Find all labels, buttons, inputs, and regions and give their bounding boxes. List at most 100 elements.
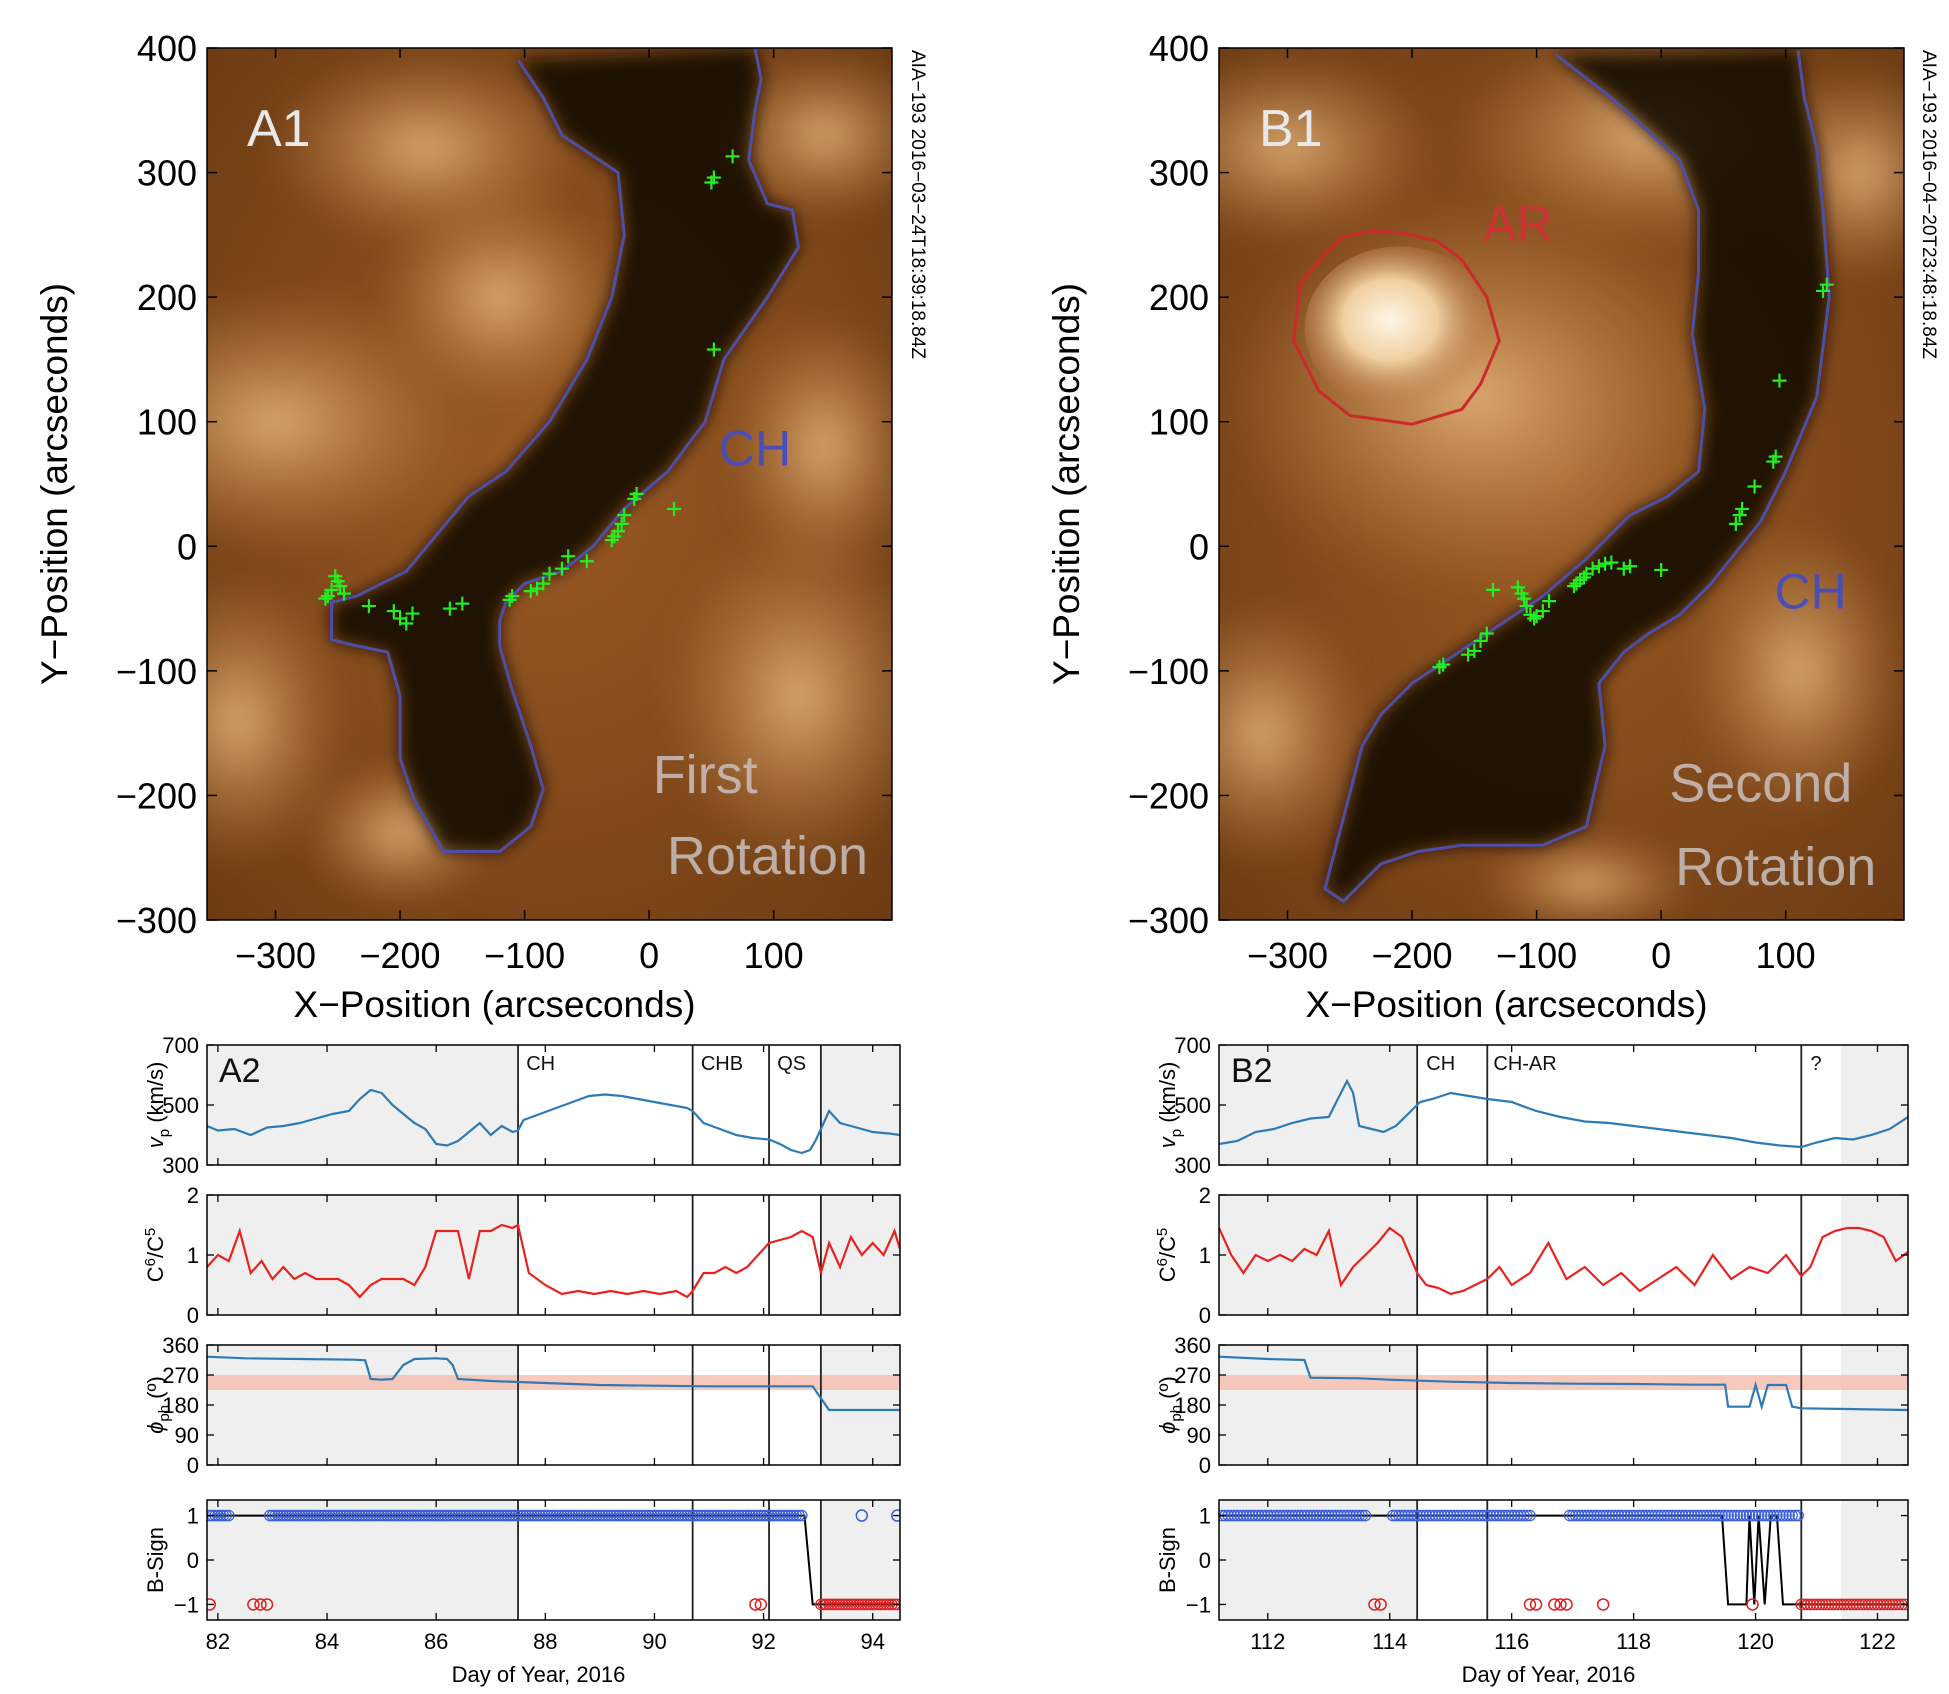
positive-marker <box>223 1509 235 1522</box>
data-point-cross <box>1772 373 1787 388</box>
positive-marker <box>214 1509 227 1522</box>
y-tick-label: −200 <box>116 775 197 816</box>
shaded-interval <box>1840 1345 1908 1465</box>
positive-marker <box>1423 1509 1436 1522</box>
positive-marker <box>1673 1509 1686 1522</box>
positive-marker <box>1521 1509 1533 1522</box>
y-tick-label: 1 <box>187 1504 199 1529</box>
positive-marker <box>1618 1509 1631 1522</box>
y-tick-label: 400 <box>137 28 197 69</box>
negative-marker <box>1871 1598 1884 1611</box>
x-tick-label: 116 <box>1494 1629 1529 1654</box>
data-point-cross <box>1519 599 1534 614</box>
positive-marker <box>1301 1509 1314 1522</box>
positive-marker <box>1707 1509 1719 1522</box>
positive-marker <box>1402 1509 1414 1522</box>
positive-marker <box>1499 1509 1512 1522</box>
positive-marker <box>1261 1509 1274 1522</box>
x-tick-label: 112 <box>1250 1629 1285 1654</box>
shaded-interval <box>1219 1045 1418 1165</box>
positive-marker <box>1640 1509 1652 1522</box>
data-point-cross <box>328 569 343 584</box>
positive-marker <box>1329 1509 1341 1522</box>
data-point-cross <box>502 592 517 607</box>
positive-marker <box>1609 1509 1622 1522</box>
positive-marker <box>1347 1509 1359 1522</box>
annotation-text: Second <box>1669 754 1852 814</box>
panel-label: A2 <box>219 1052 261 1090</box>
positive-marker <box>1572 1509 1585 1522</box>
x-tick-label: 0 <box>1651 935 1671 976</box>
positive-marker <box>1426 1509 1439 1522</box>
y-tick-label: 300 <box>162 1153 199 1178</box>
region-label: CH <box>1426 1053 1455 1075</box>
x-tick-label: −200 <box>1371 935 1452 976</box>
panel-label: A1 <box>247 100 311 158</box>
data-point-cross <box>617 508 632 523</box>
positive-marker <box>1429 1509 1442 1522</box>
x-axis-label: Day of Year, 2016 <box>452 1662 626 1687</box>
negative-marker <box>1862 1598 1875 1611</box>
negative-marker <box>1523 1598 1537 1611</box>
y-axis-label: C6/C5 <box>1154 1228 1180 1283</box>
y-tick-label: 500 <box>1174 1093 1211 1118</box>
image-frame <box>1218 47 1905 921</box>
positive-marker <box>1414 1509 1427 1522</box>
data-point-cross <box>725 149 740 164</box>
shaded-interval <box>820 1345 900 1465</box>
y-tick-label: 100 <box>137 402 197 443</box>
positive-marker <box>1606 1509 1619 1522</box>
y-tick-label: −1 <box>1186 1592 1211 1617</box>
positive-marker <box>1481 1509 1494 1522</box>
positive-marker <box>1694 1509 1707 1522</box>
region-label: ? <box>1810 1053 1821 1075</box>
annotation-text: Rotation <box>667 826 868 886</box>
positive-marker <box>1661 1509 1673 1522</box>
x-tick-label: 94 <box>860 1629 884 1654</box>
negative-marker <box>1880 1598 1893 1611</box>
positive-marker <box>1740 1509 1753 1522</box>
data-point-cross <box>1728 516 1743 531</box>
positive-marker <box>1612 1509 1625 1522</box>
x-tick-label: 92 <box>751 1629 775 1654</box>
data-point-cross <box>1432 660 1447 675</box>
data-point-cross <box>579 554 594 569</box>
data-point-cross <box>1654 562 1669 577</box>
y-tick-label: 270 <box>1174 1363 1211 1388</box>
shaded-interval <box>820 1045 900 1165</box>
x-tick-label: 114 <box>1372 1629 1407 1654</box>
positive-marker <box>1326 1509 1338 1522</box>
positive-marker <box>1307 1509 1320 1522</box>
negative-marker <box>1832 1598 1844 1611</box>
positive-marker <box>795 1509 808 1522</box>
y-tick-label: 100 <box>1149 402 1209 443</box>
shaded-interval <box>207 1195 519 1315</box>
shaded-interval <box>207 1345 519 1465</box>
negative-marker <box>1886 1598 1899 1611</box>
annotation-text: CH <box>719 420 791 476</box>
positive-marker <box>790 1509 803 1522</box>
positive-marker <box>1728 1509 1741 1522</box>
positive-marker <box>855 1509 869 1522</box>
data-point-cross <box>1566 579 1581 594</box>
positive-marker <box>1310 1509 1323 1522</box>
positive-marker <box>1457 1509 1469 1522</box>
y-tick-label: −300 <box>116 900 197 941</box>
negative-marker <box>1850 1598 1862 1611</box>
positive-marker <box>787 1509 800 1522</box>
positive-marker <box>1316 1509 1329 1522</box>
y-axis-label: vp (km/s) <box>1155 1062 1185 1149</box>
x-tick-label: −300 <box>235 935 316 976</box>
positive-marker <box>1636 1509 1649 1522</box>
positive-marker <box>1670 1509 1683 1522</box>
positive-marker <box>1716 1509 1728 1522</box>
positive-marker <box>1697 1509 1710 1522</box>
y-tick-label: 0 <box>187 1453 199 1478</box>
positive-marker <box>1713 1509 1725 1522</box>
positive-marker <box>1563 1509 1576 1522</box>
positive-marker <box>1444 1509 1457 1522</box>
data-point-cross <box>455 596 470 611</box>
positive-marker <box>1588 1509 1600 1522</box>
positive-marker <box>1438 1509 1451 1522</box>
